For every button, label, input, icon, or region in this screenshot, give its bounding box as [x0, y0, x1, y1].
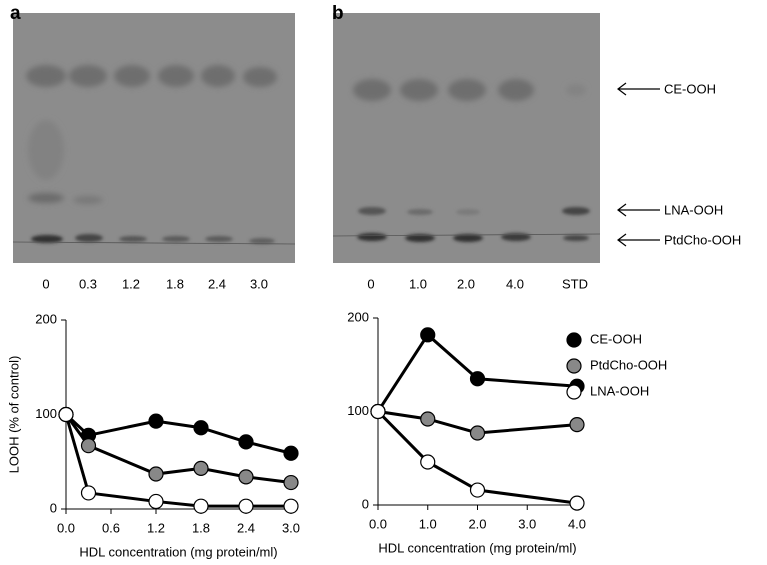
- x-tick-label: 3.0: [282, 520, 300, 535]
- x-tick-label: 2.4: [237, 520, 255, 535]
- x-axis-label: HDL concentration (mg protein/ml): [79, 544, 277, 559]
- point: [469, 425, 486, 441]
- point: [283, 474, 299, 491]
- series-line: [377, 410, 578, 435]
- lane-label: 2.4: [208, 276, 226, 291]
- lane-label: 0: [367, 276, 374, 291]
- lane-label: 1.2: [122, 276, 140, 291]
- x-tick-label: 0.0: [57, 520, 75, 535]
- point: [238, 469, 254, 485]
- x-tick-label: 1.0: [419, 516, 437, 531]
- y-tick-label: 100: [347, 403, 369, 418]
- y-tick-label: 100: [35, 406, 57, 421]
- y-tick-label: 0: [50, 500, 57, 515]
- point: [420, 411, 436, 427]
- lane-label: STD: [562, 276, 588, 291]
- x-tick-label: 1.2: [147, 520, 165, 535]
- point: [148, 466, 164, 482]
- panel-label: a: [10, 3, 21, 24]
- point: [80, 438, 97, 454]
- gel-image: [332, 13, 601, 263]
- lane-label: 1.0: [409, 276, 427, 291]
- point: [469, 482, 486, 498]
- band-label: CE-OOH: [664, 81, 716, 96]
- point: [148, 493, 164, 510]
- lane-label: 1.8: [166, 276, 184, 291]
- x-tick-label: 4.0: [568, 516, 586, 531]
- point: [80, 485, 97, 501]
- y-tick-label: 0: [362, 496, 369, 511]
- panel-label: b: [332, 3, 344, 24]
- legend-label: CE-OOH: [590, 331, 642, 346]
- x-tick-label: 0.6: [102, 520, 120, 535]
- band-label: PtdCho-OOH: [664, 232, 741, 247]
- y-axis-label: LOOH (% of control): [6, 356, 21, 474]
- y-tick-label: 200: [347, 309, 369, 324]
- lane-label: 4.0: [506, 276, 524, 291]
- arrows: [617, 82, 660, 247]
- x-tick-label: 1.8: [192, 520, 210, 535]
- point: [420, 327, 436, 343]
- x-axis-label: HDL concentration (mg protein/ml): [378, 540, 576, 555]
- legend-label: PtdCho-OOH: [590, 357, 667, 372]
- point: [469, 371, 486, 387]
- point: [283, 498, 299, 514]
- point: [58, 406, 74, 423]
- legend-marker: [566, 384, 582, 400]
- point: [370, 403, 386, 420]
- point: [569, 495, 585, 511]
- point: [569, 416, 585, 433]
- point: [193, 498, 209, 514]
- series-line: [64, 413, 292, 455]
- point: [193, 420, 209, 436]
- lane-label: 0.3: [79, 276, 97, 291]
- point: [148, 413, 164, 429]
- y-tick-label: 200: [35, 311, 57, 326]
- x-tick-label: 2.0: [468, 516, 486, 531]
- point: [193, 460, 209, 476]
- lane-label: 3.0: [250, 276, 268, 291]
- gel-image: [12, 13, 296, 263]
- legend-marker: [566, 358, 582, 374]
- x-tick-label: 3.0: [518, 516, 536, 531]
- lane-label: 0: [42, 276, 49, 291]
- x-tick-label: 0.0: [369, 516, 387, 531]
- series-line: [376, 410, 578, 505]
- point: [283, 445, 299, 461]
- point: [238, 434, 254, 450]
- point: [420, 454, 436, 470]
- series-line: [376, 332, 578, 413]
- point: [238, 498, 254, 514]
- legend-marker: [566, 332, 582, 348]
- series-line: [64, 414, 291, 508]
- legend-label: LNA-OOH: [590, 383, 649, 398]
- band-label: LNA-OOH: [664, 202, 723, 217]
- lane-label: 2.0: [457, 276, 475, 291]
